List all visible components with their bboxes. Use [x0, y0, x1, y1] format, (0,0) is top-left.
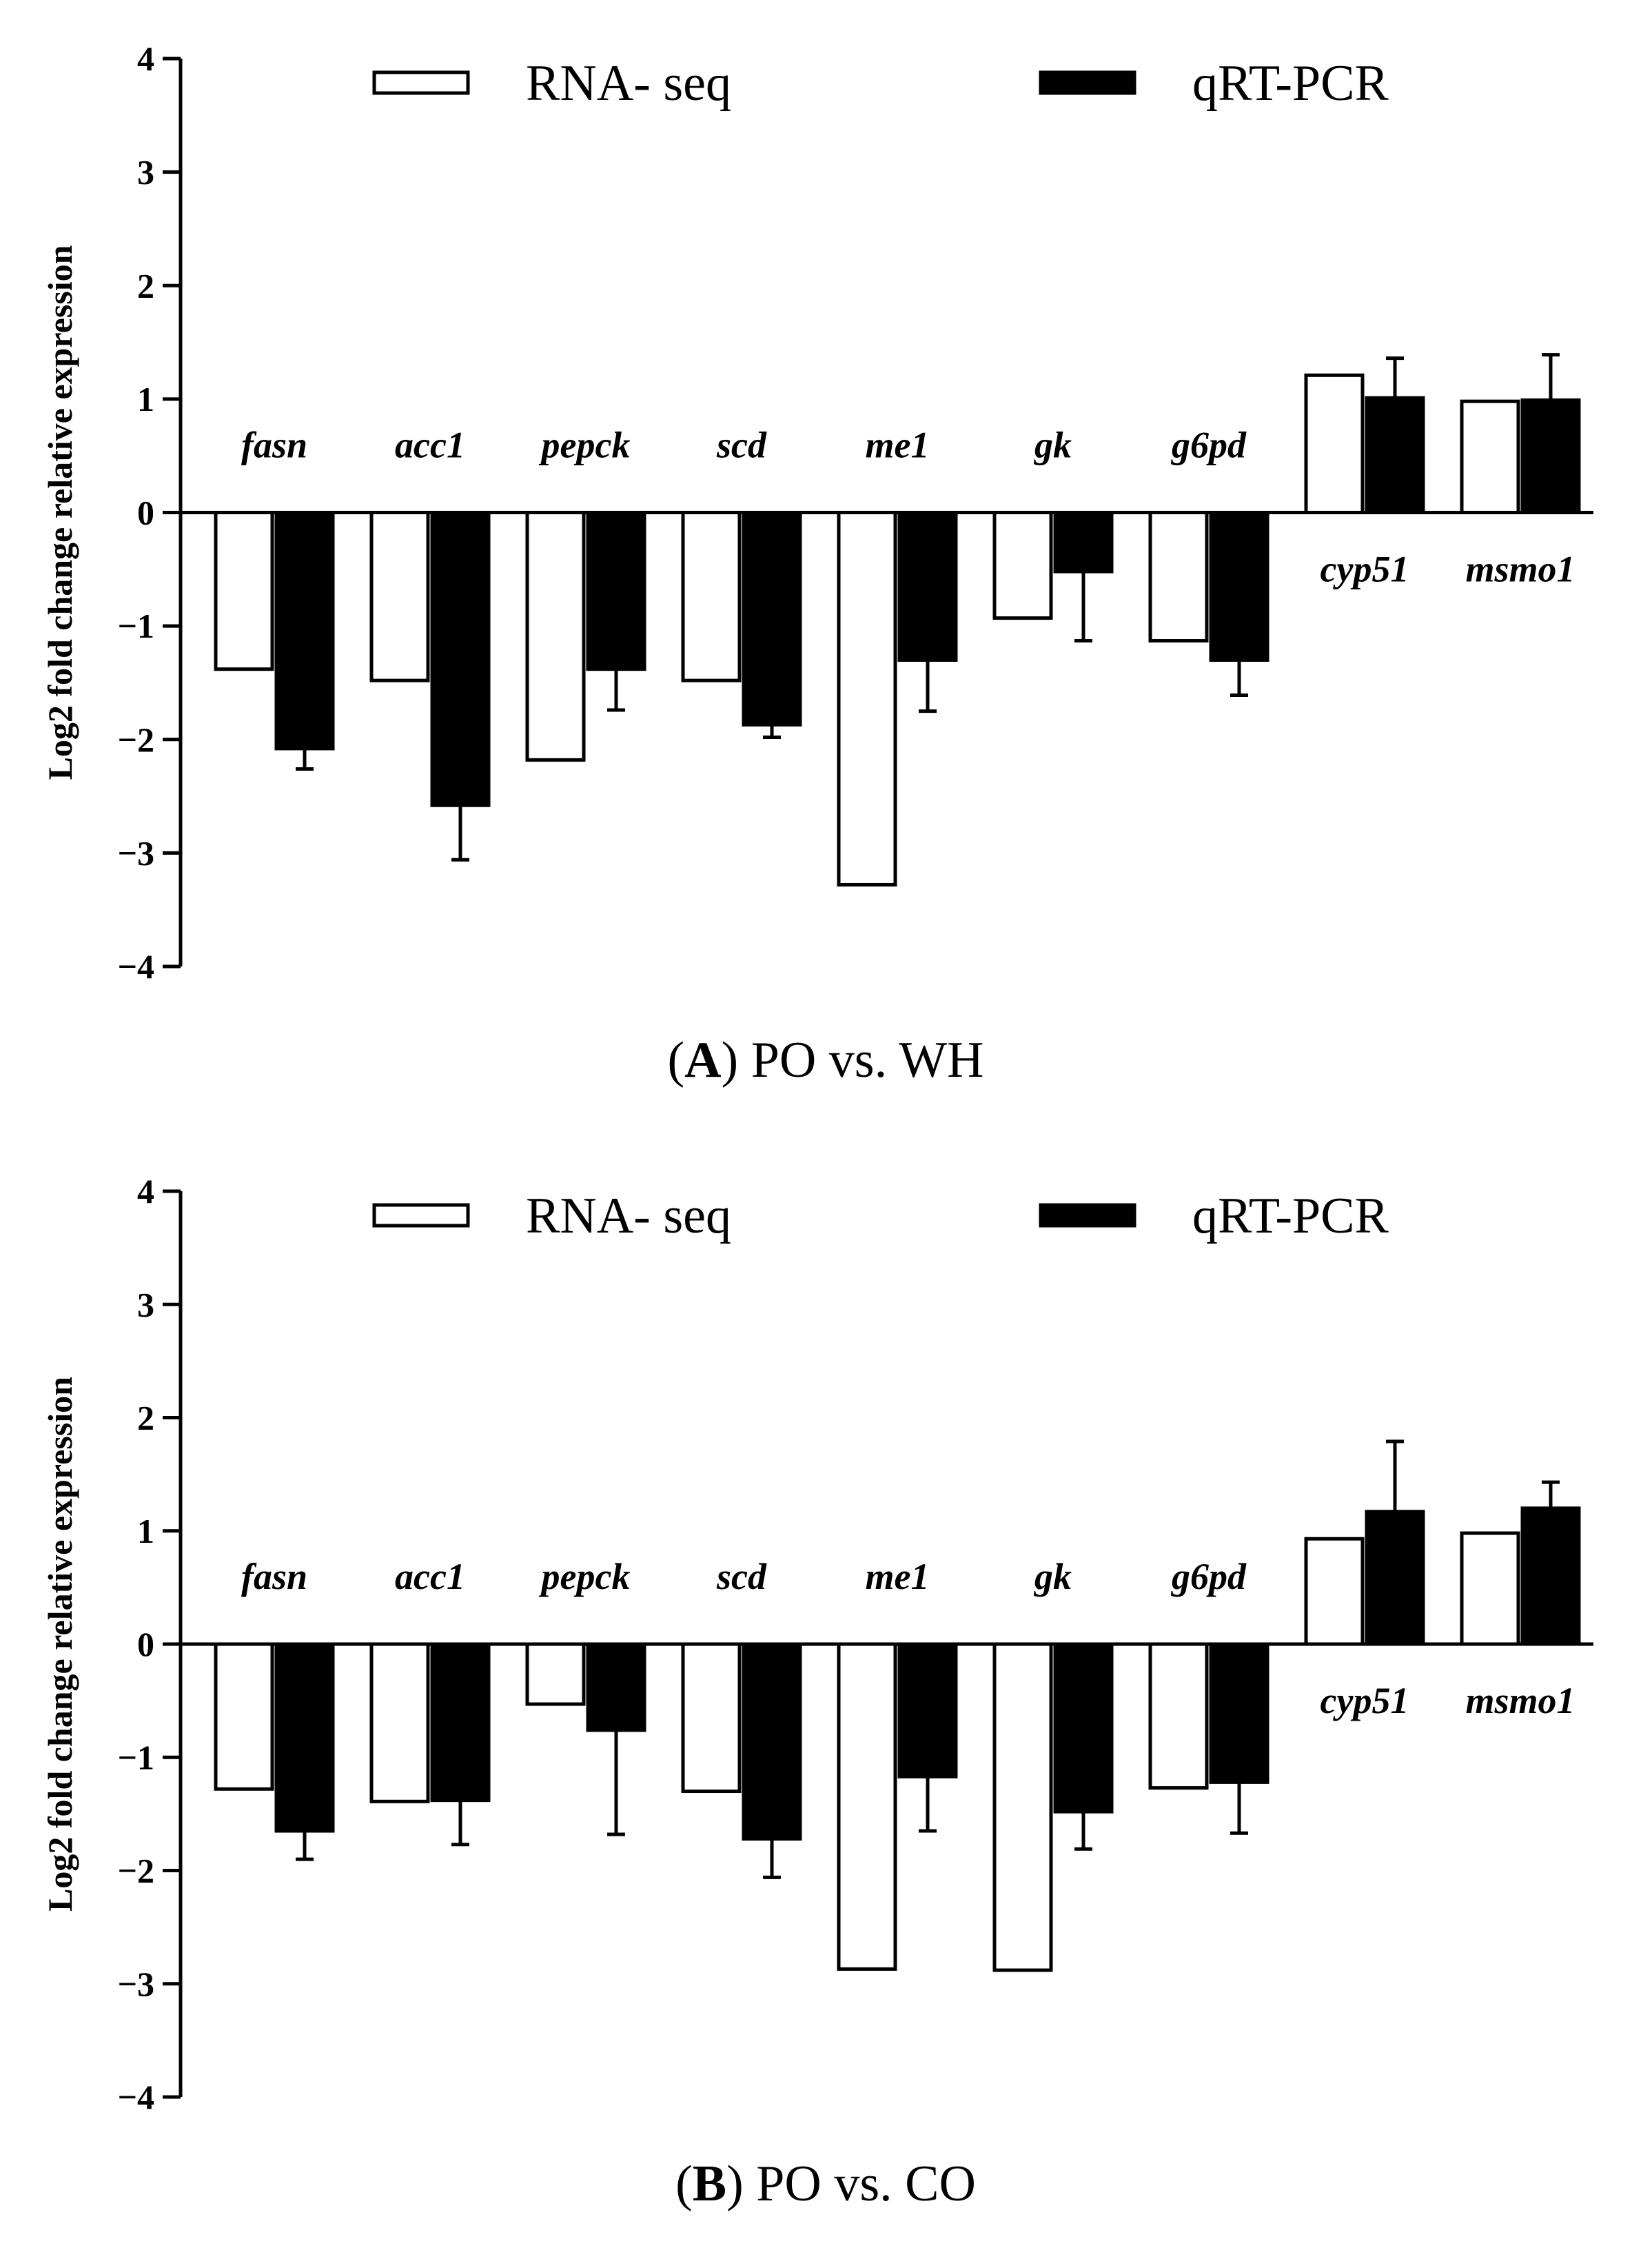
category-label: gk	[1034, 425, 1072, 466]
bar-rna-seq-g6pd	[1148, 1642, 1209, 1790]
y-tick-label: 2	[137, 1399, 154, 1437]
panel-a: 4 3 2 1 0 −1 −2 −3 −4 Log2 fold change relative e…	[41, 39, 1593, 1088]
bar-qrt-pcr-cyp51	[1365, 396, 1425, 515]
y-tick-label: 4	[137, 1172, 154, 1210]
bar-rna-seq-scd	[681, 511, 742, 682]
y-tick-label: −2	[118, 1852, 155, 1890]
caption-open-paren: (	[667, 1032, 684, 1088]
caption-letter: B	[693, 2156, 726, 2212]
category-label: fasn	[241, 425, 307, 466]
bar-rna-seq-gk	[992, 511, 1053, 620]
bar-qrt-pcr-pepck	[586, 511, 646, 671]
bar-rna-seq-me1	[837, 1642, 897, 1971]
panel-caption: (B) PO vs. CO	[675, 2156, 976, 2212]
legend-label: RNA- seq	[526, 55, 731, 112]
panel-caption: (A) PO vs. WH	[667, 1032, 983, 1088]
y-tick-label: −1	[118, 1738, 155, 1776]
y-axis-label: Log2 fold change relative expression	[41, 245, 79, 780]
category-label: acc1	[395, 1556, 465, 1597]
bar-qrt-pcr-fasn	[274, 511, 335, 751]
legend-label: RNA- seq	[526, 1188, 731, 1244]
bar-qrt-pcr-msmo1	[1520, 1506, 1581, 1646]
category-label: scd	[716, 1556, 767, 1597]
category-label: scd	[716, 425, 767, 466]
legend-swatch-qrt-pcr	[1039, 1203, 1136, 1228]
bar-qrt-pcr-msmo1	[1520, 398, 1581, 514]
bar-qrt-pcr-gk	[1053, 1642, 1114, 1814]
bar-qrt-pcr-acc1	[430, 511, 491, 807]
y-axis-label: Log2 fold change relative expression	[41, 1377, 79, 1912]
y-tick-label: 1	[137, 380, 154, 418]
y-tick-label: 0	[137, 1625, 154, 1663]
category-label: pepck	[539, 425, 631, 466]
y-tick-label: −4	[118, 2078, 155, 2116]
caption-close-paren: )	[726, 2156, 756, 2212]
legend-swatch-qrt-pcr	[1039, 70, 1136, 95]
bar-qrt-pcr-gk	[1053, 511, 1114, 574]
legend-swatch-rna-seq	[372, 70, 470, 95]
bar-rna-seq-fasn	[214, 1642, 274, 1791]
bar-rna-seq-msmo1	[1460, 1531, 1520, 1646]
bar-rna-seq-pepck	[525, 511, 586, 762]
bar-rna-seq-fasn	[214, 511, 274, 671]
bar-qrt-pcr-me1	[897, 511, 958, 662]
bar-qrt-pcr-scd	[742, 1642, 802, 1841]
bar-rna-seq-acc1	[369, 511, 430, 682]
bar-rna-seq-cyp51	[1304, 373, 1365, 515]
category-label: fasn	[241, 1556, 307, 1597]
bar-qrt-pcr-scd	[742, 511, 802, 727]
category-label: acc1	[395, 425, 465, 466]
y-tick-label: −1	[118, 607, 155, 645]
bar-qrt-pcr-cyp51	[1365, 1510, 1425, 1646]
bar-rna-seq-scd	[681, 1642, 742, 1794]
y-tick-label: 0	[137, 494, 154, 532]
caption-open-paren: (	[675, 2156, 693, 2212]
caption-close-paren: )	[722, 1032, 751, 1088]
category-label: msmo1	[1465, 549, 1575, 590]
bar-rna-seq-acc1	[369, 1642, 430, 1803]
y-tick-label: −3	[118, 1965, 155, 2003]
panel-b: 4 3 2 1 0 −1 −2 −3 −4 Log2 fold change relative e…	[41, 1172, 1593, 2212]
legend-label: qRT-PCR	[1192, 55, 1389, 112]
y-tick-label: −2	[118, 720, 155, 759]
y-tick-label: 2	[137, 266, 154, 305]
bar-rna-seq-g6pd	[1148, 511, 1209, 643]
category-label: g6pd	[1171, 1556, 1247, 1597]
legend-swatch-rna-seq	[372, 1203, 470, 1228]
bar-rna-seq-gk	[992, 1642, 1053, 1972]
y-tick-label: 3	[137, 153, 154, 192]
bar-qrt-pcr-pepck	[586, 1642, 646, 1732]
legend-label: qRT-PCR	[1192, 1188, 1389, 1244]
bar-qrt-pcr-fasn	[274, 1642, 335, 1833]
bar-qrt-pcr-acc1	[430, 1642, 491, 1803]
category-label: me1	[866, 425, 930, 466]
y-tick-label: 4	[137, 39, 154, 78]
caption-letter: A	[684, 1032, 721, 1088]
bar-rna-seq-msmo1	[1460, 399, 1520, 514]
y-tick-label: −4	[118, 947, 155, 986]
caption-text: PO vs. WH	[751, 1032, 984, 1088]
category-label: cyp51	[1320, 1680, 1409, 1721]
caption-text: PO vs. CO	[756, 2156, 976, 2212]
category-label: pepck	[539, 1556, 631, 1597]
category-label: gk	[1034, 1556, 1072, 1597]
category-label: me1	[866, 1556, 930, 1597]
bar-qrt-pcr-g6pd	[1209, 1642, 1269, 1784]
bar-rna-seq-cyp51	[1304, 1537, 1365, 1646]
y-tick-label: 1	[137, 1512, 154, 1550]
y-tick-label: 3	[137, 1285, 154, 1324]
bar-qrt-pcr-g6pd	[1209, 511, 1269, 662]
bar-rna-seq-pepck	[525, 1642, 586, 1706]
category-label: cyp51	[1320, 549, 1409, 590]
y-tick-label: −3	[118, 833, 155, 872]
category-label: g6pd	[1171, 425, 1247, 466]
bar-rna-seq-me1	[837, 511, 897, 887]
bar-qrt-pcr-me1	[897, 1642, 958, 1779]
category-label: msmo1	[1465, 1680, 1575, 1721]
